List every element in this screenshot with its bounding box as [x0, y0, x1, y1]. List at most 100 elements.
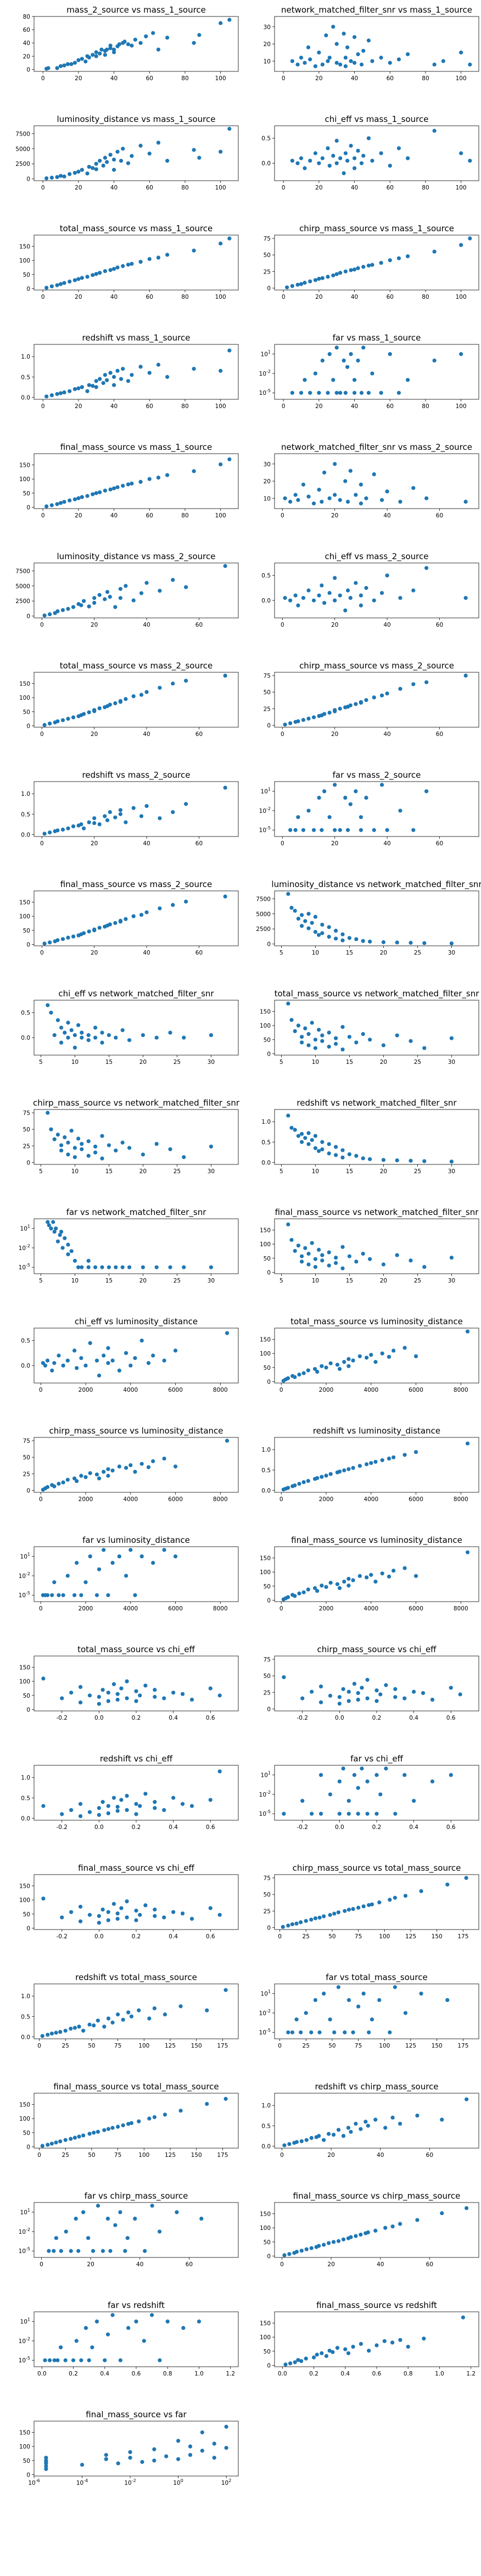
subplot-31: total_mass_source vs chi_eff-0.2 0.0 0.2 0.… — [19, 1644, 239, 1721]
scatter-point — [121, 264, 125, 269]
scatter-point — [346, 1576, 351, 1581]
scatter-point — [294, 2250, 299, 2254]
y-tick-label: 100 — [260, 1569, 271, 1576]
y-tick-label: 100 — [260, 1023, 271, 1029]
scatter-point — [326, 146, 330, 150]
x-tick-label: 40 — [383, 512, 390, 519]
x-tick-label: 100 — [379, 2043, 390, 2049]
scatter-point — [359, 482, 363, 487]
scatter-point — [52, 2358, 57, 2362]
scatter-point — [398, 2121, 402, 2126]
scatter-point — [227, 457, 232, 461]
scatter-point — [403, 2011, 408, 2015]
scatter-point — [78, 1919, 83, 1923]
scatter-point — [76, 386, 81, 391]
x-tick-label: 8000 — [454, 1496, 468, 1503]
y-tick-label: 1.0 — [261, 1447, 271, 1453]
scatter-point — [413, 1450, 418, 1454]
x-tick-label: 80 — [181, 185, 188, 191]
scatter-points — [42, 673, 227, 727]
scatter-point — [288, 721, 293, 726]
scatter-point — [334, 391, 339, 395]
scatter-point — [96, 2129, 100, 2134]
scatter-point — [118, 808, 122, 812]
axes-frame — [33, 453, 239, 509]
scatter-point — [123, 2249, 127, 2253]
x-tick-label: 0.2 — [132, 1933, 141, 1940]
scatter-point — [48, 2358, 52, 2362]
scatter-point — [381, 1158, 386, 1162]
scatter-point — [338, 62, 343, 67]
y-tick-label: 1.0 — [261, 2103, 271, 2109]
axes-frame — [33, 781, 239, 837]
y-tick-label: 100 — [19, 913, 30, 920]
scatter-point — [129, 2121, 134, 2125]
scatter-point — [288, 499, 293, 504]
scatter-point — [357, 1354, 362, 1358]
scatter-point — [142, 2339, 146, 2343]
scatter-point — [304, 2011, 308, 2015]
x-tick-label: 80 — [422, 403, 429, 410]
scatter-point — [365, 1779, 370, 1784]
scatter-point — [72, 1155, 77, 1159]
scatter-point — [102, 1548, 106, 1552]
x-tick-label: 0 — [281, 512, 284, 519]
subplot-33: redshift vs chi_eff-0.2 0.0 0.2 0.4 0.60.00.… — [21, 1754, 239, 1831]
subplot-title: luminosity_distance vs network_matched_f… — [271, 879, 481, 890]
scatter-point — [411, 486, 416, 490]
scatter-point — [51, 1220, 55, 1224]
scatter-point — [141, 1265, 145, 1269]
x-tick-label: 6000 — [409, 1605, 423, 1612]
x-tick-label: 100 — [456, 185, 467, 191]
scatter-point — [338, 828, 342, 832]
scatter-point — [282, 2253, 287, 2257]
scatter-point — [100, 1040, 104, 1045]
scatter-point — [128, 1363, 133, 1368]
y-tick-label: 50 — [23, 709, 30, 716]
scatter-point — [379, 55, 383, 60]
y-tick-label: 0 — [267, 285, 271, 292]
scatter-point — [111, 1796, 116, 1800]
scatter-point — [209, 1265, 213, 1269]
scatter-point — [111, 157, 116, 162]
x-tick-label: 0 — [41, 75, 45, 82]
scatter-point — [219, 462, 223, 467]
x-tick-label: 150 — [191, 2043, 202, 2049]
y-tick-label: 0.0 — [261, 2143, 271, 2150]
scatter-point — [137, 2008, 141, 2012]
scatter-point — [49, 1127, 53, 1131]
x-tick-label: 50 — [88, 2043, 95, 2049]
scatter-point — [119, 377, 124, 381]
axes-frame — [33, 1437, 239, 1493]
scatter-point — [115, 1692, 120, 1696]
scatter-point — [320, 1140, 325, 1144]
subplot-24: final_mass_source vs network_matched_fil… — [260, 1207, 479, 1284]
scatter-point — [55, 2358, 60, 2362]
y-tick-label: 100 — [19, 1679, 30, 1685]
scatter-point — [48, 721, 52, 726]
y-tick-label: 0 — [267, 1706, 271, 1713]
scatter-points — [41, 1548, 178, 1597]
x-tick-label: 1.2 — [226, 2371, 235, 2377]
x-tick-label: 40 — [110, 75, 118, 82]
scatter-point — [384, 1683, 388, 1687]
y-tick-label: 10-5 — [19, 1263, 30, 1271]
scatter-point — [327, 1250, 331, 1254]
y-tick-label: 50 — [23, 928, 30, 934]
scatter-point — [368, 1257, 372, 1261]
scatter-point — [66, 717, 70, 721]
scatter-point — [385, 691, 389, 696]
x-tick-label: 40 — [110, 185, 118, 191]
scatter-point — [324, 1365, 328, 1370]
subplot-title: far vs network_matched_filter_snr — [66, 1207, 207, 1218]
scatter-point — [282, 1675, 286, 1680]
scatter-point — [322, 601, 327, 605]
scatter-point — [205, 2101, 209, 2106]
y-tick-label: 20 — [264, 41, 271, 48]
scatter-point — [326, 391, 330, 395]
scatter-point — [147, 151, 152, 156]
scatter-point — [308, 57, 312, 62]
scatter-point — [365, 1696, 370, 1700]
